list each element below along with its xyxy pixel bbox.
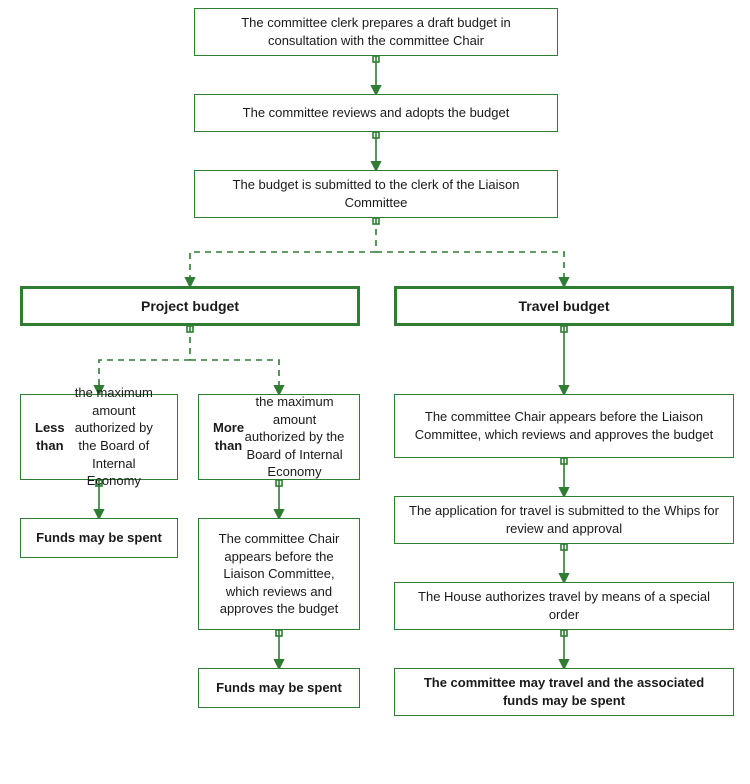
flowchart-box: The application for travel is submitted … bbox=[394, 496, 734, 544]
flowchart-box: Less than the maximum amount authorized … bbox=[20, 394, 178, 480]
flowchart-box: The budget is submitted to the clerk of … bbox=[194, 170, 558, 218]
flowchart-box: The committee Chair appears before the L… bbox=[394, 394, 734, 458]
flowchart-box: The committee reviews and adopts the bud… bbox=[194, 94, 558, 132]
flowchart-box: Funds may be spent bbox=[20, 518, 178, 558]
flowchart-box: The House authorizes travel by means of … bbox=[394, 582, 734, 630]
flowchart-box: Funds may be spent bbox=[198, 668, 360, 708]
flowchart-box: Travel budget bbox=[394, 286, 734, 326]
flowchart-box: The committee clerk prepares a draft bud… bbox=[194, 8, 558, 56]
flowchart-box: More than the maximum amount authorized … bbox=[198, 394, 360, 480]
flowchart-box: The committee Chair appears before the L… bbox=[198, 518, 360, 630]
flowchart-box: Project budget bbox=[20, 286, 360, 326]
flowchart-box: The committee may travel and the associa… bbox=[394, 668, 734, 716]
